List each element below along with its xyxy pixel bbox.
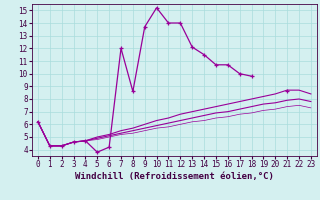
X-axis label: Windchill (Refroidissement éolien,°C): Windchill (Refroidissement éolien,°C) [75,172,274,181]
